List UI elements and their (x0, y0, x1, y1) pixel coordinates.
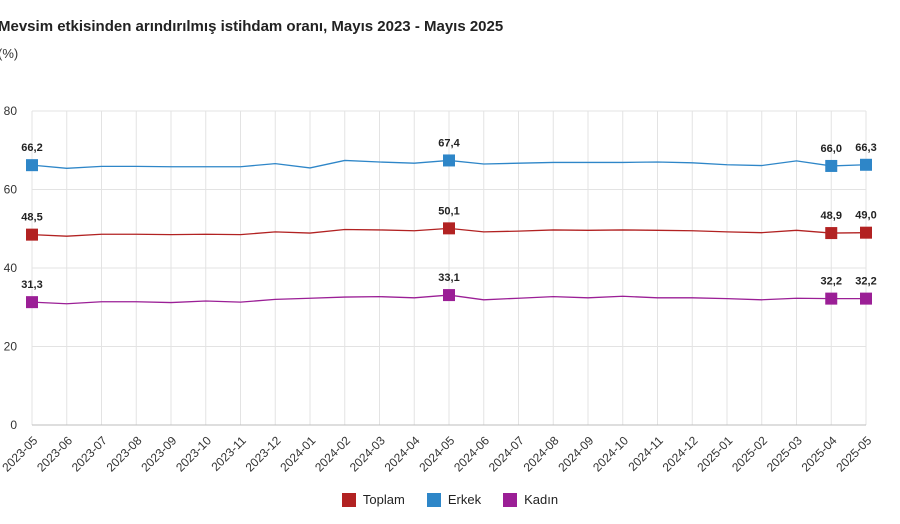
x-tick-label: 2023-10 (173, 433, 214, 474)
data-point-marker (825, 159, 838, 172)
x-tick-label: 2024-11 (625, 433, 666, 474)
data-label: 33,1 (438, 272, 459, 284)
x-tick-label: 2024-10 (590, 433, 631, 474)
data-point-marker (26, 228, 38, 241)
x-tick-label: 2023-12 (243, 433, 284, 474)
data-point-marker (443, 289, 455, 302)
line-chart: 0204060802023-052023-062023-072023-08202… (0, 104, 877, 474)
x-tick-label: 2025-04 (799, 433, 840, 474)
x-tick-label: 2024-09 (555, 433, 596, 474)
x-tick-label: 2025-05 (833, 433, 874, 474)
chart-unit: (%) (0, 46, 19, 61)
data-point-marker (26, 296, 38, 309)
y-tick-label: 0 (10, 418, 17, 432)
data-label: 32,2 (821, 276, 842, 288)
x-tick-label: 2023-11 (208, 433, 249, 474)
legend-item-kadin[interactable]: Kadın (503, 492, 558, 507)
data-label: 50,1 (438, 205, 459, 217)
data-label: 66,3 (855, 142, 876, 154)
x-tick-label: 2023-06 (34, 433, 75, 474)
y-tick-label: 20 (4, 340, 18, 354)
data-point-marker (443, 222, 455, 235)
chart-title: Mevsim etkisinden arındırılmış istihdam … (0, 18, 504, 35)
legend-swatch-toplam (341, 492, 356, 507)
x-tick-label: 2023-09 (138, 433, 179, 474)
y-tick-label: 40 (4, 261, 18, 275)
data-point-marker (860, 158, 872, 171)
x-tick-label: 2025-02 (729, 433, 770, 474)
y-tick-label: 80 (4, 104, 18, 118)
x-tick-label: 2024-08 (521, 433, 562, 474)
data-label: 32,2 (855, 276, 876, 288)
data-label: 66,0 (821, 143, 842, 155)
x-tick-label: 2024-03 (347, 433, 388, 474)
legend-item-toplam[interactable]: Toplam (341, 492, 405, 507)
legend-swatch-erkek (426, 492, 441, 507)
legend-swatch-kadin (503, 492, 518, 507)
data-point-marker (860, 292, 872, 305)
data-label: 31,3 (21, 279, 42, 291)
x-tick-label: 2024-04 (382, 433, 423, 474)
data-label: 48,9 (821, 210, 842, 222)
x-tick-label: 2024-06 (451, 433, 492, 474)
data-label: 67,4 (438, 137, 460, 149)
x-tick-label: 2023-05 (0, 433, 41, 474)
legend-label-kadin: Kadın (524, 492, 559, 507)
data-point-marker (825, 292, 838, 305)
data-label: 66,2 (21, 142, 42, 154)
x-tick-label: 2025-03 (764, 433, 805, 474)
y-tick-label: 60 (4, 183, 18, 197)
data-label: 48,5 (21, 212, 42, 224)
x-tick-label: 2023-07 (69, 433, 110, 474)
data-point-marker (443, 154, 455, 167)
x-tick-label: 2024-12 (660, 433, 701, 474)
legend-label-toplam: Toplam (362, 492, 405, 507)
legend-item-erkek[interactable]: Erkek (426, 492, 482, 507)
legend: Toplam Erkek Kadın (0, 492, 900, 507)
x-tick-label: 2023-08 (104, 433, 145, 474)
x-tick-label: 2025-01 (694, 433, 735, 474)
x-tick-label: 2024-05 (416, 433, 457, 474)
x-tick-label: 2024-01 (277, 433, 318, 474)
data-point-marker (825, 227, 838, 240)
data-point-marker (26, 159, 38, 172)
x-tick-label: 2024-02 (312, 433, 353, 474)
data-point-marker (860, 226, 872, 239)
x-tick-label: 2024-07 (486, 433, 527, 474)
legend-label-erkek: Erkek (447, 492, 482, 507)
data-label: 49,0 (855, 210, 876, 222)
